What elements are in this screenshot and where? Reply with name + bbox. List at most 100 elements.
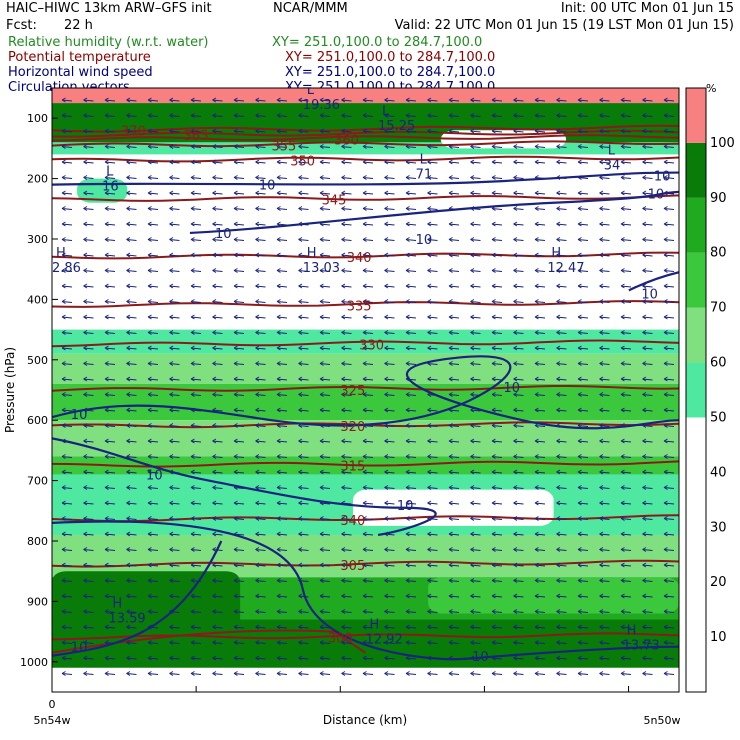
vector-arrow-731 [298,469,309,475]
vector-arrow-996 [190,609,202,614]
vector-arrow-693 [126,454,137,459]
vector-arrow-408 [448,299,460,304]
vector-arrow-745 [599,469,610,475]
vector-arrow-411 [513,299,524,304]
vector-arrow-415 [599,299,610,304]
marker-value-6: 13.03 [303,261,340,276]
vector-arrow-890 [491,547,503,552]
vector-arrow-93 [126,144,137,149]
vector-arrow-773 [556,485,567,490]
vector-arrow-280 [276,237,288,242]
vector-arrow-1021 [83,624,94,630]
vector-arrow-860 [491,531,503,537]
vector-arrow-767 [427,485,438,490]
vector-arrow-1041 [513,624,524,630]
vector-arrow-972 [319,593,331,599]
vector-arrow-323 [556,252,567,258]
vector-arrow-566 [620,376,632,382]
colorbar-band-2 [686,307,706,363]
vector-arrow-224 [362,206,374,211]
vector-arrow-617 [427,407,438,413]
vector-arrow-583 [341,392,352,397]
vector-arrow-840 [61,531,73,537]
vector-arrow-289 [470,237,481,242]
vector-arrow-1113 [126,671,137,676]
vector-arrow-31 [83,113,94,118]
vector-arrow-797 [427,500,438,506]
vector-arrow-401 [298,299,309,304]
vector-arrow-129 [255,159,266,165]
vector-arrow-907 [212,562,223,568]
vector-arrow-737 [427,469,438,475]
vector-arrow-895 [599,547,610,552]
vector-arrow-684 [577,438,589,444]
vector-arrow-230 [491,206,503,211]
vector-arrow-757 [212,485,223,490]
vector-arrow-275 [169,237,180,242]
vector-arrow-391 [83,299,94,304]
vector-arrow-116 [620,144,632,149]
colorbar-band-4 [686,197,706,253]
vector-arrow-186 [190,190,202,196]
vector-arrow-585 [384,392,395,397]
vector-arrow-20 [491,97,503,103]
vector-arrow-1125 [384,671,395,676]
theta-contours [52,124,679,654]
vector-arrow-1124 [362,671,374,676]
vector-arrow-11 [298,97,309,103]
vector-arrow-769 [470,485,481,490]
vector-arrow-278 [233,237,245,242]
vector-arrow-501 [513,345,524,351]
vector-arrow-235 [599,206,610,211]
vector-arrow-16 [405,97,417,103]
vector-arrow-223 [341,206,352,211]
vector-arrow-725 [169,469,180,475]
vector-arrow-87 [642,128,653,134]
y-tick-label-100: 100 [27,112,48,125]
vector-arrow-41 [298,113,309,118]
vector-arrow-546 [190,376,202,382]
vector-arrow-669 [255,438,266,444]
marker-letter-7: H [551,246,561,261]
vector-arrow-852 [319,531,331,537]
vector-arrow-654 [577,423,589,428]
vector-arrow-189 [255,190,266,196]
vector-arrow-328 [663,252,675,258]
vector-arrow-39 [255,113,266,118]
vector-arrow-1120 [276,671,288,676]
y-axis-ticks: 100 200 300 400 500 600 700 800 900 1000 [20,112,58,669]
vector-arrow-253 [341,221,352,227]
vector-arrow-744 [577,469,589,475]
vector-arrow-148 [663,159,675,165]
vector-arrow-859 [470,531,481,537]
vector-arrow-1099 [470,655,481,661]
vector-arrow-249 [255,221,266,227]
colorbar-band-3 [686,252,706,308]
vector-arrow-409 [470,299,481,304]
vector-arrow-194 [362,190,374,196]
vector-arrow-296 [620,237,632,242]
vector-arrow-412 [534,299,546,304]
vector-arrow-251 [298,221,309,227]
vector-arrow-808 [663,500,675,506]
y-tick-label-300: 300 [27,233,48,246]
vector-arrow-114 [577,144,589,149]
vector-arrow-805 [599,500,610,506]
vector-arrow-788 [233,500,245,506]
vector-arrow-950 [491,578,503,583]
vector-arrow-751 [83,485,94,490]
vector-arrow-46 [405,113,417,118]
vector-arrow-208 [663,190,675,196]
vector-arrow-967 [212,593,223,599]
vector-arrow-1112 [104,671,116,676]
marker-letter-4: L [608,143,616,158]
vector-arrow-1070 [491,640,503,645]
vector-arrow-94 [147,144,159,149]
vector-arrow-560 [491,376,503,382]
vector-arrow-142 [534,159,546,165]
vector-arrow-1103 [556,655,567,661]
vector-arrow-434 [362,314,374,320]
vector-arrow-976 [405,593,417,599]
vector-arrow-692 [104,454,116,459]
vector-arrow-763 [341,485,352,490]
